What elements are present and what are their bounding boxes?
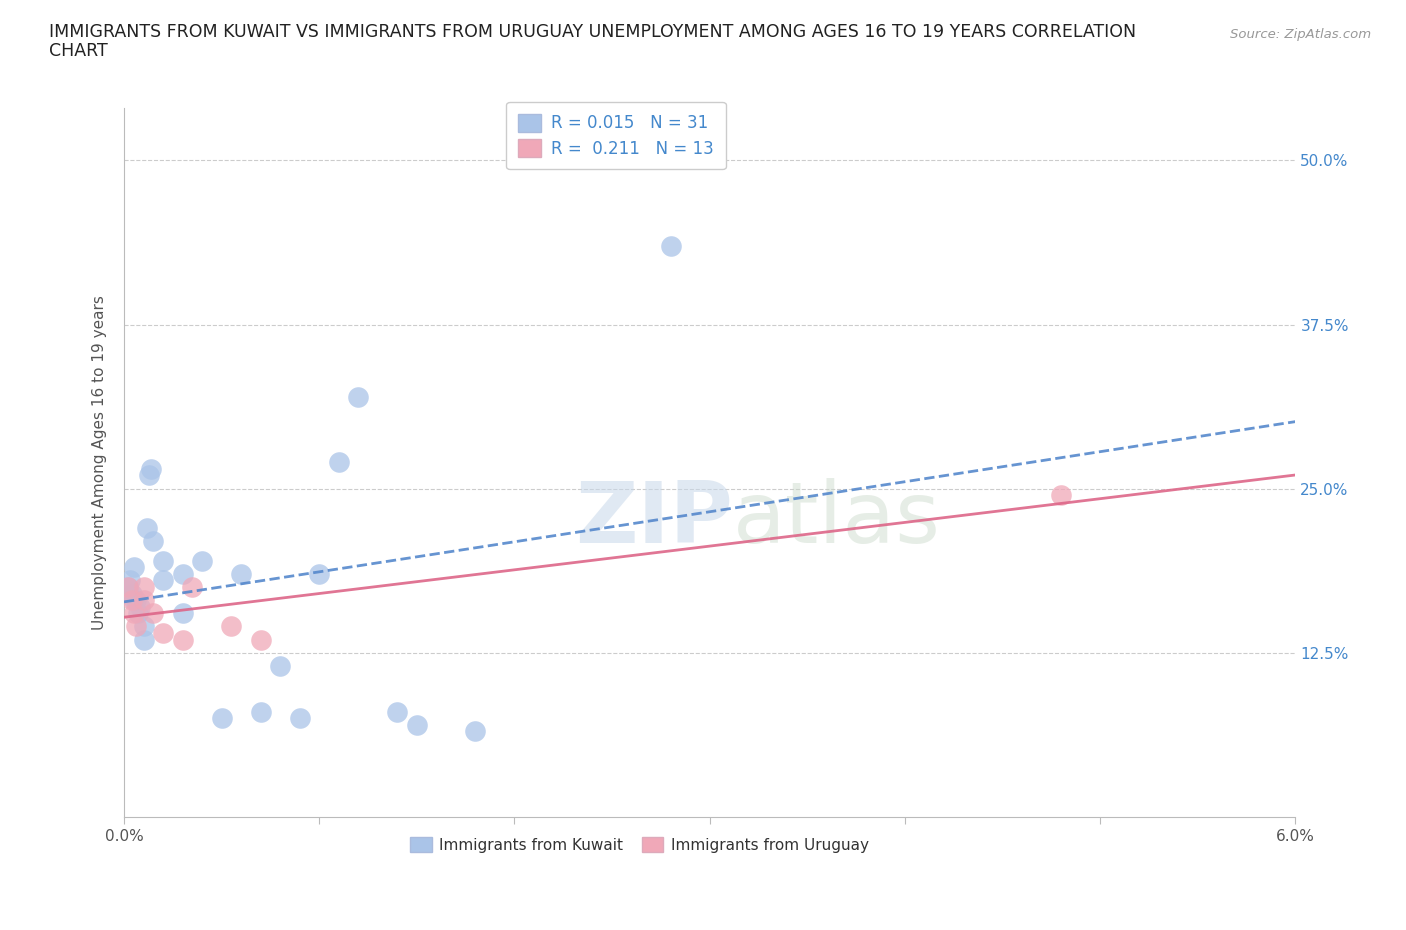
Point [118, 573, 141, 588]
Point [122, 592, 145, 607]
Point [117, 579, 139, 594]
Text: atlas: atlas [733, 477, 941, 561]
Point [141, 461, 163, 476]
Point [152, 573, 174, 588]
Point [152, 626, 174, 641]
Point [288, 711, 311, 725]
Text: Source: ZipAtlas.com: Source: ZipAtlas.com [1230, 28, 1371, 41]
Point [121, 586, 143, 601]
Point [191, 553, 214, 568]
Legend: Immigrants from Kuwait, Immigrants from Uruguay: Immigrants from Kuwait, Immigrants from … [404, 830, 875, 858]
Text: ZIP: ZIP [575, 477, 733, 561]
Text: IMMIGRANTS FROM KUWAIT VS IMMIGRANTS FROM URUGUAY UNEMPLOYMENT AMONG AGES 16 TO : IMMIGRANTS FROM KUWAIT VS IMMIGRANTS FRO… [49, 23, 1136, 41]
Point [181, 579, 204, 594]
Text: CHART: CHART [49, 42, 108, 60]
Point [249, 704, 271, 719]
Point [231, 566, 253, 581]
Point [125, 592, 148, 607]
Point [132, 592, 155, 607]
Point [122, 605, 145, 620]
Point [328, 455, 350, 470]
Point [152, 553, 174, 568]
Point [125, 619, 148, 634]
Point [122, 560, 145, 575]
Point [172, 566, 194, 581]
Point [387, 704, 409, 719]
Point [142, 605, 165, 620]
Point [308, 566, 330, 581]
Point [347, 390, 370, 405]
Point [117, 579, 139, 594]
Point [172, 632, 194, 647]
Point [211, 711, 233, 725]
Point [142, 534, 165, 549]
Point [121, 592, 143, 607]
Point [659, 238, 682, 253]
Point [172, 605, 194, 620]
Point [1050, 487, 1073, 502]
Point [464, 724, 486, 738]
Point [132, 579, 155, 594]
Point [132, 632, 155, 647]
Point [138, 468, 160, 483]
Point [405, 717, 427, 732]
Y-axis label: Unemployment Among Ages 16 to 19 years: Unemployment Among Ages 16 to 19 years [93, 295, 107, 630]
Point [249, 632, 271, 647]
Point [127, 605, 149, 620]
Point [136, 521, 159, 536]
Point [128, 599, 150, 614]
Point [269, 658, 291, 673]
Point [221, 619, 243, 634]
Point [132, 619, 155, 634]
